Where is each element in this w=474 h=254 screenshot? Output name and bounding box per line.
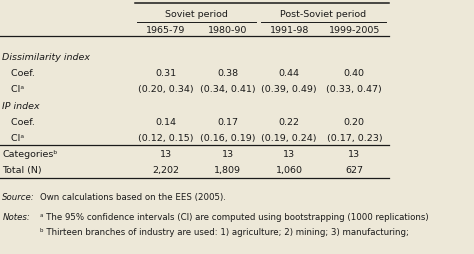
- Text: 1965-79: 1965-79: [146, 26, 186, 35]
- Text: 0.40: 0.40: [344, 69, 365, 78]
- Text: (0.33, 0.47): (0.33, 0.47): [327, 85, 382, 94]
- Text: 1,809: 1,809: [214, 166, 241, 174]
- Text: (0.19, 0.24): (0.19, 0.24): [261, 133, 317, 142]
- Text: 1980-90: 1980-90: [208, 26, 247, 35]
- Text: (0.39, 0.49): (0.39, 0.49): [261, 85, 317, 94]
- Text: (0.12, 0.15): (0.12, 0.15): [138, 133, 194, 142]
- Text: Categoriesᵇ: Categoriesᵇ: [2, 150, 58, 158]
- Text: Total (N): Total (N): [2, 166, 42, 174]
- Text: Coef.: Coef.: [2, 69, 35, 78]
- Text: 627: 627: [346, 166, 363, 174]
- Text: 0.17: 0.17: [217, 117, 238, 126]
- Text: Post-Soviet period: Post-Soviet period: [281, 10, 366, 19]
- Text: Dissimilarity index: Dissimilarity index: [2, 53, 91, 62]
- Text: Coef.: Coef.: [2, 117, 35, 126]
- Text: Notes:: Notes:: [2, 212, 30, 221]
- Text: CIᵃ: CIᵃ: [2, 133, 25, 142]
- Text: Own calculations based on the EES (2005).: Own calculations based on the EES (2005)…: [40, 193, 226, 201]
- Text: ᵃ The 95% confidence intervals (CI) are computed using bootstrapping (1000 repli: ᵃ The 95% confidence intervals (CI) are …: [40, 212, 429, 221]
- Text: 0.20: 0.20: [344, 117, 365, 126]
- Text: 13: 13: [283, 150, 295, 158]
- Text: IP index: IP index: [2, 101, 40, 110]
- Text: CIᵃ: CIᵃ: [2, 85, 25, 94]
- Text: Source:: Source:: [2, 193, 35, 201]
- Text: 13: 13: [221, 150, 234, 158]
- Text: (0.34, 0.41): (0.34, 0.41): [200, 85, 255, 94]
- Text: Soviet period: Soviet period: [165, 10, 228, 19]
- Text: 13: 13: [348, 150, 360, 158]
- Text: 13: 13: [160, 150, 172, 158]
- Text: (0.20, 0.34): (0.20, 0.34): [138, 85, 194, 94]
- Text: 2,202: 2,202: [153, 166, 179, 174]
- Text: (0.16, 0.19): (0.16, 0.19): [200, 133, 255, 142]
- Text: 1,060: 1,060: [276, 166, 302, 174]
- Text: 0.38: 0.38: [217, 69, 238, 78]
- Text: 1991-98: 1991-98: [269, 26, 309, 35]
- Text: ᵇ Thirteen branches of industry are used: 1) agriculture; 2) mining; 3) manufact: ᵇ Thirteen branches of industry are used…: [40, 227, 409, 236]
- Text: 0.44: 0.44: [279, 69, 300, 78]
- Text: 0.22: 0.22: [279, 117, 300, 126]
- Text: 1999-2005: 1999-2005: [328, 26, 380, 35]
- Text: 0.14: 0.14: [155, 117, 176, 126]
- Text: 0.31: 0.31: [155, 69, 176, 78]
- Text: (0.17, 0.23): (0.17, 0.23): [327, 133, 382, 142]
